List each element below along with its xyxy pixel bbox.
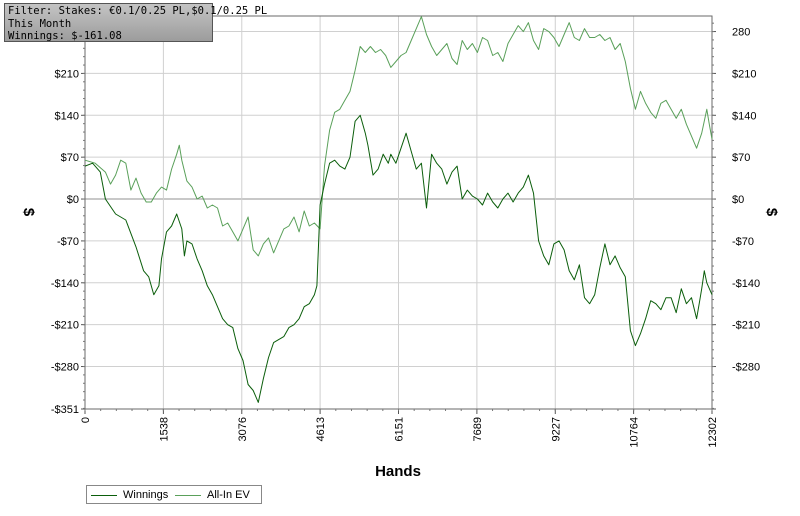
y-tick-label-right: $140 [732, 110, 756, 122]
filter-info-box: Filter: Stakes: €0.1/0.25 PL,$0.1/0.25 P… [4, 3, 268, 42]
series-line-winnings [84, 114, 713, 403]
legend-swatch-allin-ev [175, 494, 201, 496]
y-tick-label-left: -$70 [57, 236, 79, 248]
period-text: This Month [8, 17, 72, 30]
y-tick-label-right: $0 [732, 194, 744, 206]
chart-legend: Winnings All-In EV [86, 485, 262, 504]
x-tick-label: 7689 [472, 417, 484, 441]
legend-item-winnings: Winnings [91, 489, 168, 501]
legend-label-winnings: Winnings [123, 489, 169, 501]
y-axis-title-right: $ [763, 208, 780, 217]
y-tick-label-left: -$280 [51, 362, 79, 374]
x-tick-label: 0 [80, 417, 92, 423]
x-axis-title: Hands [375, 463, 421, 480]
ticks-layer: 280 $210 $210 $140 $140 $70 $70 $0 $0 -$70 -$70 -$1… [51, 22, 760, 448]
x-tick-label: 10764 [629, 417, 641, 448]
y-tick-label-left: $210 [55, 68, 79, 80]
legend-label-allin-ev: All-In EV [207, 489, 250, 501]
y-axis-title-left: $ [20, 208, 37, 217]
y-tick-label-right: 280 [732, 27, 750, 39]
y-tick-label-right: -$140 [732, 278, 760, 290]
y-tick-label-left: -$210 [51, 320, 79, 332]
y-tick-label-right: $70 [732, 152, 750, 164]
y-tick-label-right: -$280 [732, 362, 760, 374]
legend-swatch-winnings [91, 494, 117, 496]
series-line-allin-ev [84, 16, 713, 257]
y-tick-label-left: $140 [55, 110, 79, 122]
x-tick-label: 12302 [707, 417, 719, 448]
x-tick-label: 3076 [237, 417, 249, 441]
filter-text: Filter: Stakes: €0.1/0.25 PL,$0.1/0.25 P… [8, 5, 268, 17]
y-tick-label-left: $70 [61, 152, 79, 164]
x-tick-label: 4613 [315, 417, 327, 441]
y-tick-label-right: -$210 [732, 320, 760, 332]
x-tick-label: 6151 [394, 417, 406, 441]
y-tick-label-left: $0 [67, 194, 79, 206]
x-tick-label: 1538 [158, 417, 170, 441]
x-tick-label: 9227 [550, 417, 562, 441]
y-tick-label-left: -$351 [51, 404, 79, 416]
winnings-text: Winnings: $-161.08 [8, 30, 122, 42]
y-tick-label-left: -$140 [51, 278, 79, 290]
series-layer [84, 16, 713, 403]
legend-item-allin-ev: All-In EV [175, 489, 250, 501]
y-tick-label-right: -$70 [732, 236, 754, 248]
grid-layer [85, 16, 712, 409]
y-tick-label-right: $210 [732, 68, 756, 80]
